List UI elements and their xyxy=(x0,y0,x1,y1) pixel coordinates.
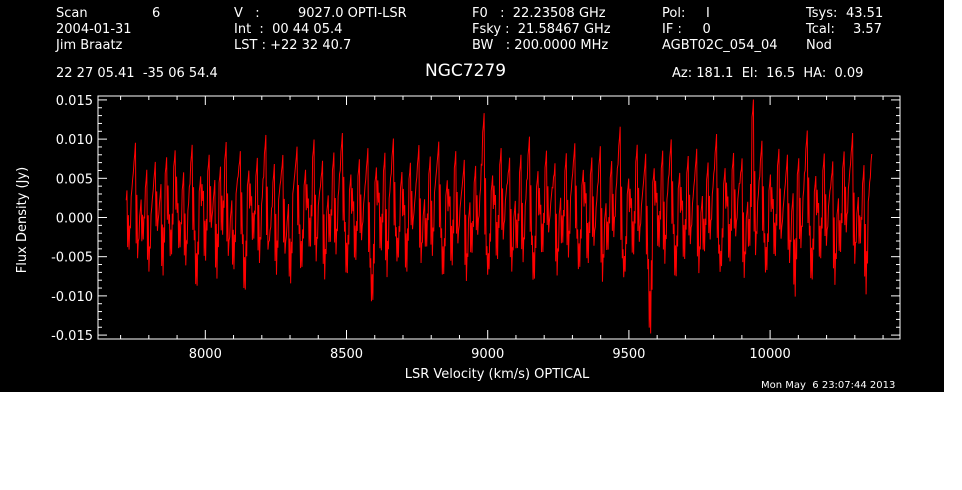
y-tick-label: -0.005 xyxy=(51,251,93,266)
if-number: IF : 0 xyxy=(662,22,711,37)
x-tick-label: 9000 xyxy=(471,347,504,362)
spectrum-chart: 8000 8500 9000 9500 10000 -0.015 -0.010 -0.005 0… xyxy=(15,94,901,382)
observer-name: Jim Braatz xyxy=(56,38,123,53)
axis-labels: LSR Velocity (km/s) OPTICAL Flux Density… xyxy=(15,167,590,382)
y-tick-label: 0.015 xyxy=(56,94,93,109)
tcal-value: 3.57 xyxy=(853,22,882,37)
velocity-label: V : xyxy=(234,6,260,21)
sky-frequency: Fsky : 21.58467 GHz xyxy=(472,22,611,37)
spectrum-series xyxy=(125,99,873,334)
y-tick-label: -0.015 xyxy=(51,329,93,344)
x-tick-label: 10000 xyxy=(749,347,790,362)
source-coordinates: 22 27 05.41 -35 06 54.4 xyxy=(56,66,218,81)
y-tick-label: -0.010 xyxy=(51,290,93,305)
plot-axes: 8000 8500 9000 9500 10000 -0.015 -0.010 -0.005 0… xyxy=(51,94,901,362)
spectrum-line-0 xyxy=(125,99,873,334)
rest-frequency: F0 : 22.23508 GHz xyxy=(472,6,606,21)
x-tick-label: 8500 xyxy=(330,347,363,362)
lst-value: LST : +22 32 40.7 xyxy=(234,38,352,53)
x-tick-label: 8000 xyxy=(189,347,222,362)
observation-date: 2004-01-31 xyxy=(56,22,132,37)
integration-time: Int : 00 44 05.4 xyxy=(234,22,343,37)
x-axis-label: LSR Velocity (km/s) OPTICAL xyxy=(405,367,590,382)
plot-panel xyxy=(0,0,944,392)
pointing-info: Az: 181.1 El: 16.5 HA: 0.09 xyxy=(672,66,864,81)
tsys-value: 43.51 xyxy=(846,6,884,21)
x-tick-label: 9500 xyxy=(612,347,645,362)
source-name: NGC7279 xyxy=(425,61,507,81)
polarization: Pol: I xyxy=(662,6,710,21)
project-id: AGBT02C_054_04 xyxy=(662,38,778,53)
scan-number: 6 xyxy=(152,6,161,21)
plot-timestamp: Mon May 6 23:07:44 2013 xyxy=(761,380,896,391)
y-tick-label: 0.005 xyxy=(56,172,93,187)
velocity-value: 9027.0 OPTI-LSR xyxy=(298,6,407,21)
y-axis-label: Flux Density (Jy) xyxy=(15,167,30,273)
scan-label: Scan xyxy=(56,6,88,21)
bandwidth: BW : 200.0000 MHz xyxy=(472,38,609,53)
y-tick-label: 0.010 xyxy=(56,133,93,148)
tsys-label: Tsys: xyxy=(806,6,838,21)
tcal-label: Tcal: xyxy=(806,22,835,37)
switching-mode: Nod xyxy=(806,38,832,53)
y-tick-label: 0.000 xyxy=(56,212,93,227)
